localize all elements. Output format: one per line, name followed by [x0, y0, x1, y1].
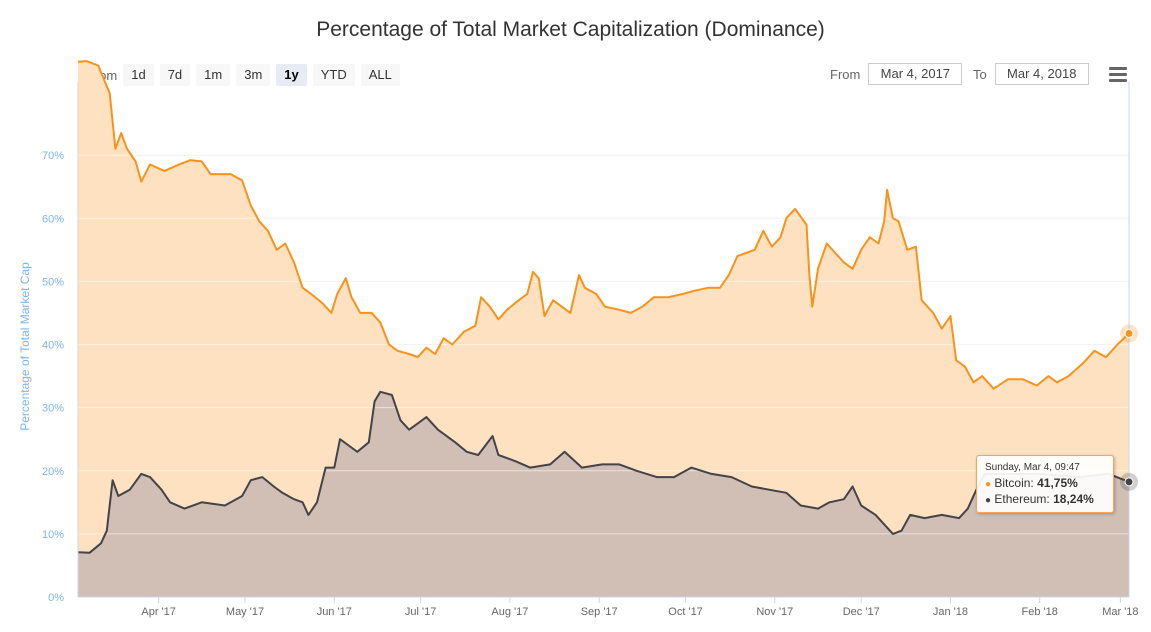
tooltip-ethereum-label: Ethereum — [994, 492, 1047, 506]
chart-title: Percentage of Total Market Capitalizatio… — [316, 18, 825, 41]
y-axis-title: Percentage of Total Market Cap — [18, 262, 32, 431]
tooltip-ethereum-value: 18,24% — [1053, 492, 1094, 506]
zoom-button-1d[interactable]: 1d — [123, 64, 154, 86]
x-tick-label: Feb '18 — [1022, 606, 1058, 618]
x-tick-label: Jul '17 — [405, 606, 436, 618]
zoom-button-ytd[interactable]: YTD — [312, 64, 355, 86]
range-from-input[interactable]: Mar 4, 2017 — [868, 63, 963, 85]
range-to-input[interactable]: Mar 4, 2018 — [994, 63, 1089, 85]
bitcoin-line — [77, 60, 1130, 390]
tooltip-row-bitcoin: ● Bitcoin: 41,75% — [985, 476, 1078, 490]
y-tick-label: 10% — [42, 529, 64, 541]
hamburger-menu-icon[interactable] — [1109, 67, 1127, 83]
x-tick-label: May '17 — [226, 606, 264, 618]
tooltip-bitcoin-label: Bitcoin — [994, 476, 1031, 490]
x-tick-label: Sep '17 — [581, 606, 618, 618]
zoom-controls: Zoom 1d 7d 1m 3m 1y YTD ALL — [84, 64, 406, 86]
tooltip-row-ethereum: ● Ethereum: 18,24% — [985, 492, 1094, 506]
x-tick-label: Dec '17 — [843, 606, 880, 618]
ethereum-dot-icon: ● — [985, 495, 992, 506]
zoom-button-7d[interactable]: 7d — [159, 64, 191, 86]
x-tick-label: Apr '17 — [141, 606, 176, 618]
y-tick-label: 30% — [42, 403, 64, 415]
y-tick-label: 60% — [42, 213, 64, 225]
range-to: To Mar 4, 2018 — [973, 63, 1089, 85]
range-from: From Mar 4, 2017 — [830, 63, 963, 85]
x-tick-label: Oct '17 — [668, 606, 703, 618]
y-tick-label: 0% — [48, 592, 64, 604]
range-from-label: From — [830, 66, 861, 82]
ethereum-hover-point — [1124, 477, 1134, 487]
chart-tooltip: Sunday, Mar 4, 09:47 ● Bitcoin: 41,75% ●… — [976, 455, 1114, 513]
y-tick-label: 50% — [42, 276, 64, 288]
range-to-label: To — [973, 66, 987, 82]
y-tick-label: 20% — [42, 466, 64, 478]
tooltip-bitcoin-value: 41,75% — [1037, 476, 1078, 490]
zoom-button-all[interactable]: ALL — [360, 64, 400, 86]
y-tick-label: 70% — [42, 150, 64, 162]
ethereum-area — [78, 391, 1129, 597]
tooltip-date: Sunday, Mar 4, 09:47 — [985, 462, 1080, 473]
zoom-button-1y[interactable]: 1y — [276, 64, 307, 86]
bitcoin-hover-point — [1124, 328, 1134, 338]
x-tick-label: Aug '17 — [491, 606, 528, 618]
zoom-button-1m[interactable]: 1m — [196, 64, 231, 86]
bitcoin-dot-icon: ● — [985, 479, 992, 490]
x-tick-label: Jan '18 — [933, 606, 968, 618]
ethereum-line — [77, 390, 1130, 554]
x-tick-label: Nov '17 — [756, 606, 793, 618]
x-tick-label: Mar '18 — [1102, 606, 1138, 618]
y-tick-label: 40% — [42, 340, 64, 352]
zoom-button-3m[interactable]: 3m — [236, 64, 271, 86]
x-tick-label: Jun '17 — [317, 606, 352, 618]
